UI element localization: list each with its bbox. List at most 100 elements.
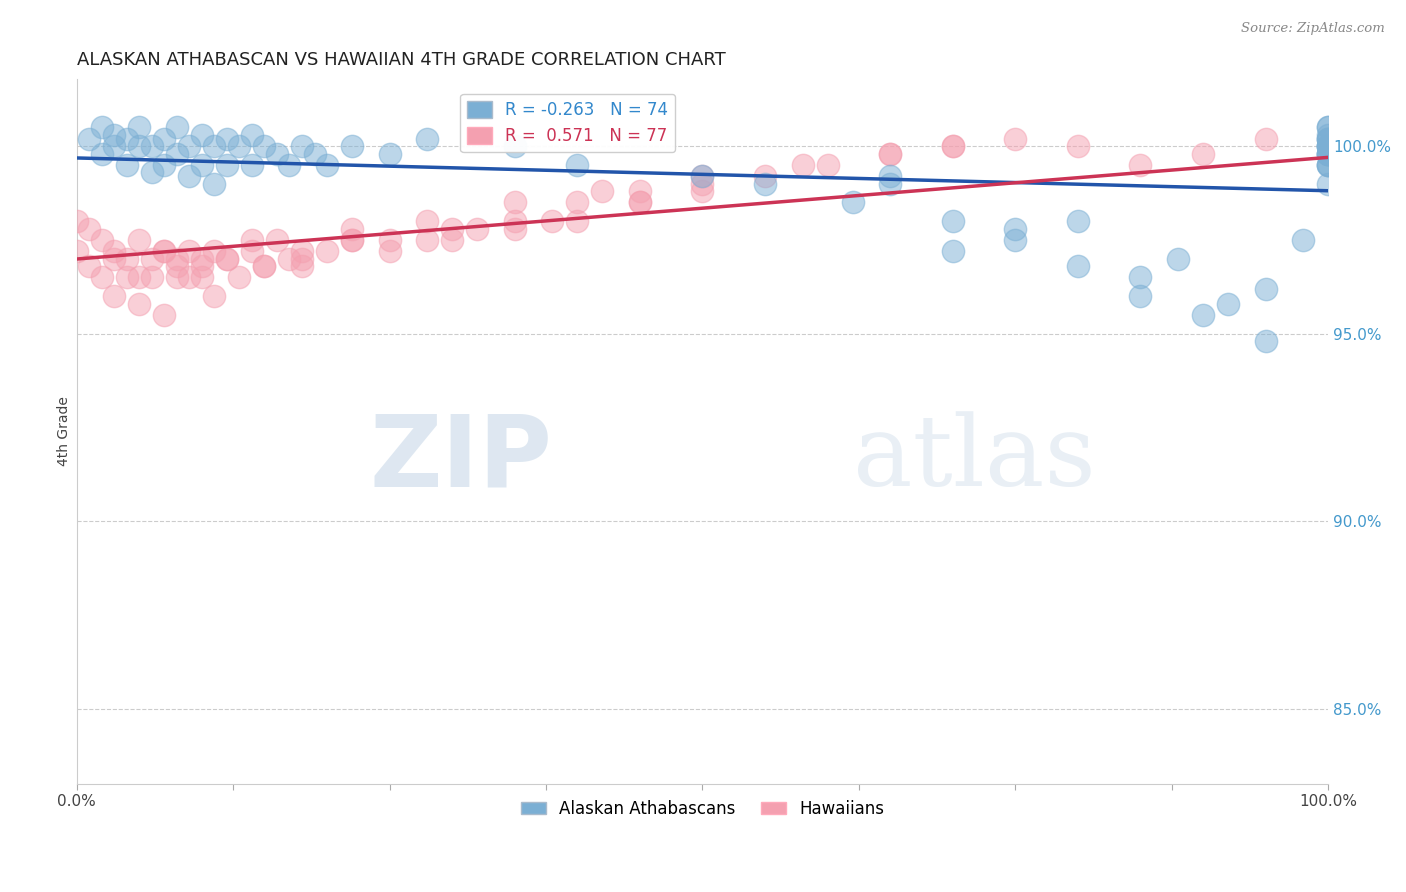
Point: [191, 259, 214, 273]
Point: [66, 244, 89, 259]
Point: [240, 244, 263, 259]
Point: [879, 146, 901, 161]
Point: [628, 184, 651, 198]
Point: [567, 158, 589, 172]
Point: [215, 131, 238, 145]
Point: [1317, 128, 1340, 142]
Point: [1317, 146, 1340, 161]
Point: [179, 244, 201, 259]
Point: [316, 244, 339, 259]
Point: [278, 252, 301, 266]
Point: [416, 214, 439, 228]
Point: [942, 139, 965, 153]
Point: [1004, 131, 1026, 145]
Point: [378, 233, 401, 247]
Point: [166, 259, 188, 273]
Point: [316, 158, 339, 172]
Point: [141, 252, 163, 266]
Point: [1254, 334, 1277, 348]
Point: [141, 139, 163, 153]
Point: [179, 169, 201, 183]
Point: [942, 244, 965, 259]
Point: [879, 169, 901, 183]
Point: [1317, 158, 1340, 172]
Point: [1254, 282, 1277, 296]
Point: [291, 252, 314, 266]
Point: [115, 252, 138, 266]
Point: [1317, 139, 1340, 153]
Point: [942, 139, 965, 153]
Point: [240, 233, 263, 247]
Point: [153, 158, 176, 172]
Point: [692, 169, 714, 183]
Point: [90, 233, 112, 247]
Point: [1216, 296, 1239, 310]
Point: [202, 139, 225, 153]
Point: [253, 259, 276, 273]
Point: [115, 158, 138, 172]
Point: [202, 177, 225, 191]
Point: [103, 252, 125, 266]
Point: [128, 296, 150, 310]
Text: ALASKAN ATHABASCAN VS HAWAIIAN 4TH GRADE CORRELATION CHART: ALASKAN ATHABASCAN VS HAWAIIAN 4TH GRADE…: [77, 51, 725, 69]
Point: [228, 139, 250, 153]
Point: [1317, 139, 1340, 153]
Point: [128, 270, 150, 285]
Point: [441, 221, 464, 235]
Point: [378, 146, 401, 161]
Point: [1317, 177, 1340, 191]
Point: [253, 259, 276, 273]
Point: [754, 177, 776, 191]
Point: [90, 270, 112, 285]
Point: [692, 169, 714, 183]
Point: [378, 244, 401, 259]
Point: [266, 146, 288, 161]
Point: [503, 195, 526, 210]
Point: [340, 233, 363, 247]
Point: [291, 139, 314, 153]
Point: [215, 252, 238, 266]
Point: [503, 214, 526, 228]
Point: [1317, 131, 1340, 145]
Text: atlas: atlas: [852, 411, 1095, 508]
Point: [115, 131, 138, 145]
Y-axis label: 4th Grade: 4th Grade: [58, 396, 72, 467]
Point: [166, 120, 188, 135]
Point: [166, 252, 188, 266]
Point: [567, 195, 589, 210]
Point: [503, 139, 526, 153]
Point: [567, 214, 589, 228]
Point: [1317, 146, 1340, 161]
Point: [191, 128, 214, 142]
Point: [942, 214, 965, 228]
Point: [240, 128, 263, 142]
Point: [103, 128, 125, 142]
Point: [416, 131, 439, 145]
Point: [628, 195, 651, 210]
Point: [103, 289, 125, 303]
Point: [1129, 289, 1152, 303]
Point: [1317, 146, 1340, 161]
Point: [692, 184, 714, 198]
Point: [1004, 221, 1026, 235]
Point: [66, 214, 89, 228]
Point: [153, 131, 176, 145]
Point: [465, 221, 488, 235]
Legend: Alaskan Athabascans, Hawaiians: Alaskan Athabascans, Hawaiians: [515, 793, 890, 825]
Point: [754, 169, 776, 183]
Point: [215, 158, 238, 172]
Text: ZIP: ZIP: [370, 411, 553, 508]
Point: [841, 195, 863, 210]
Text: Source: ZipAtlas.com: Source: ZipAtlas.com: [1241, 22, 1385, 36]
Point: [1317, 131, 1340, 145]
Point: [291, 259, 314, 273]
Point: [879, 177, 901, 191]
Point: [1317, 131, 1340, 145]
Point: [304, 146, 326, 161]
Point: [291, 244, 314, 259]
Point: [166, 270, 188, 285]
Point: [103, 244, 125, 259]
Point: [153, 244, 176, 259]
Point: [179, 139, 201, 153]
Point: [1317, 120, 1340, 135]
